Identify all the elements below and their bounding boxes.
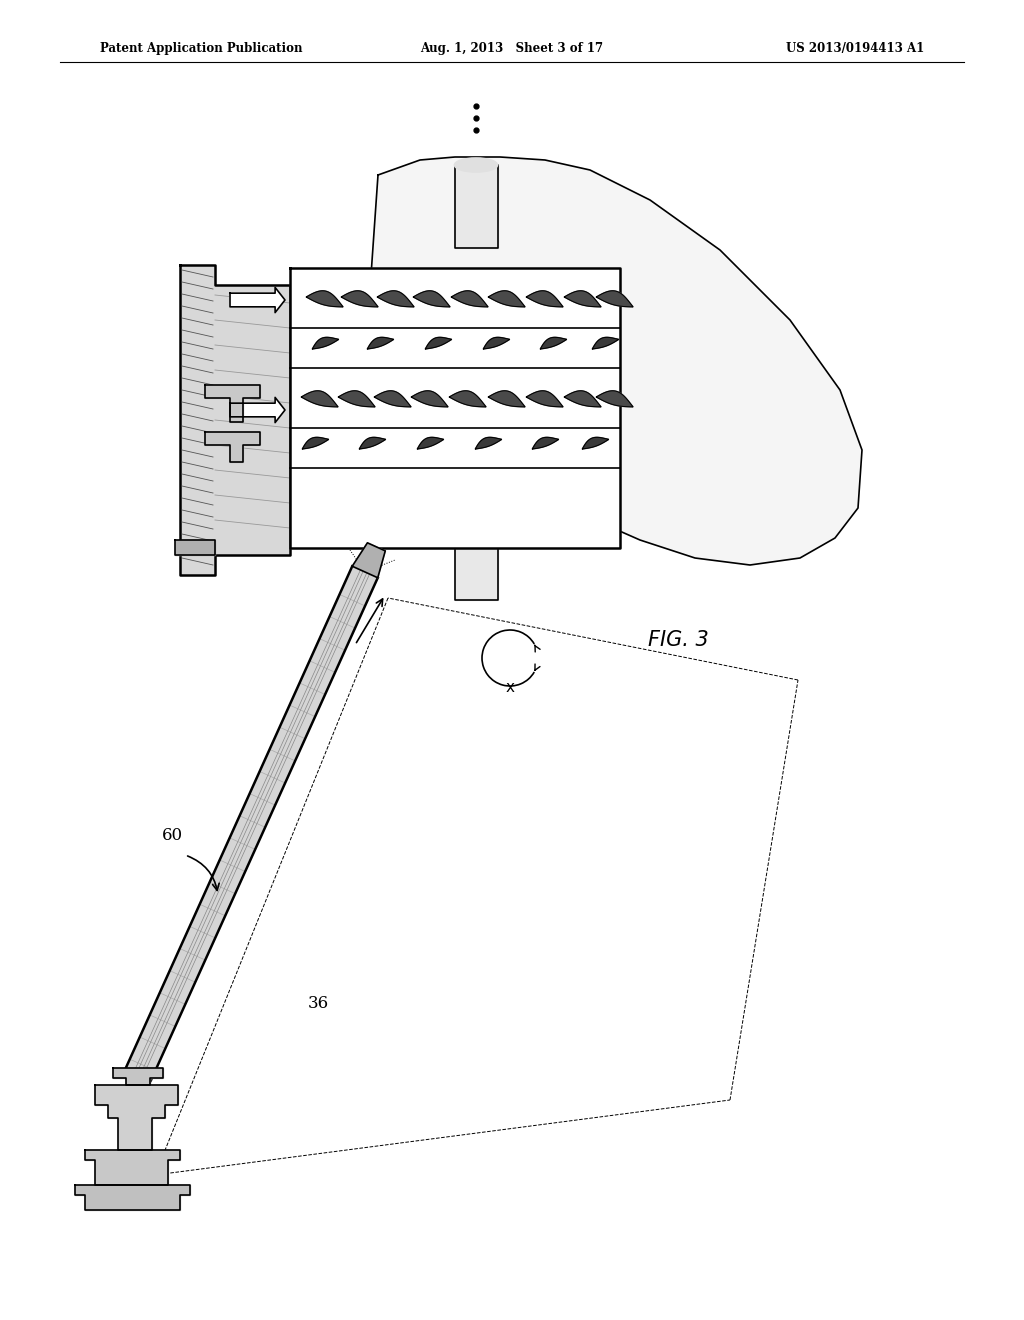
Polygon shape (592, 338, 618, 348)
Polygon shape (125, 566, 378, 1081)
Polygon shape (596, 391, 633, 407)
Polygon shape (338, 391, 375, 407)
Text: US 2013/0194413 A1: US 2013/0194413 A1 (785, 42, 924, 55)
Text: 60: 60 (162, 828, 183, 843)
Polygon shape (352, 543, 385, 578)
Polygon shape (475, 437, 502, 449)
Polygon shape (564, 391, 601, 407)
Polygon shape (564, 290, 601, 306)
Text: Patent Application Publication: Patent Application Publication (100, 42, 302, 55)
Polygon shape (230, 397, 285, 422)
Polygon shape (455, 498, 498, 601)
Polygon shape (414, 290, 450, 306)
Polygon shape (113, 1068, 163, 1085)
Polygon shape (85, 1150, 180, 1185)
Polygon shape (526, 290, 563, 306)
Text: Aug. 1, 2013   Sheet 3 of 17: Aug. 1, 2013 Sheet 3 of 17 (421, 42, 603, 55)
Polygon shape (412, 391, 449, 407)
Polygon shape (312, 338, 339, 348)
Text: FIG. 3: FIG. 3 (648, 630, 709, 649)
Polygon shape (301, 391, 338, 407)
Polygon shape (368, 338, 393, 348)
Polygon shape (230, 288, 285, 313)
Polygon shape (180, 265, 290, 576)
Polygon shape (425, 338, 452, 348)
Polygon shape (452, 290, 488, 306)
Polygon shape (488, 391, 525, 407)
Polygon shape (488, 290, 525, 306)
Polygon shape (175, 540, 215, 554)
Polygon shape (541, 338, 566, 348)
Polygon shape (375, 391, 411, 407)
Polygon shape (596, 290, 633, 306)
Polygon shape (583, 437, 608, 449)
Polygon shape (75, 1185, 190, 1210)
Polygon shape (455, 165, 498, 248)
Text: x: x (506, 681, 514, 696)
Polygon shape (341, 290, 378, 306)
Text: 36: 36 (308, 995, 329, 1012)
Polygon shape (359, 437, 386, 449)
Polygon shape (377, 290, 414, 306)
Polygon shape (95, 1085, 178, 1150)
Polygon shape (450, 391, 486, 407)
Polygon shape (205, 432, 260, 462)
Polygon shape (306, 290, 343, 306)
Polygon shape (290, 268, 620, 548)
Polygon shape (205, 385, 260, 422)
Polygon shape (526, 391, 563, 407)
Polygon shape (302, 437, 329, 449)
Polygon shape (418, 437, 443, 449)
Polygon shape (483, 338, 510, 348)
Ellipse shape (455, 158, 498, 172)
Polygon shape (355, 157, 862, 565)
Polygon shape (532, 437, 559, 449)
